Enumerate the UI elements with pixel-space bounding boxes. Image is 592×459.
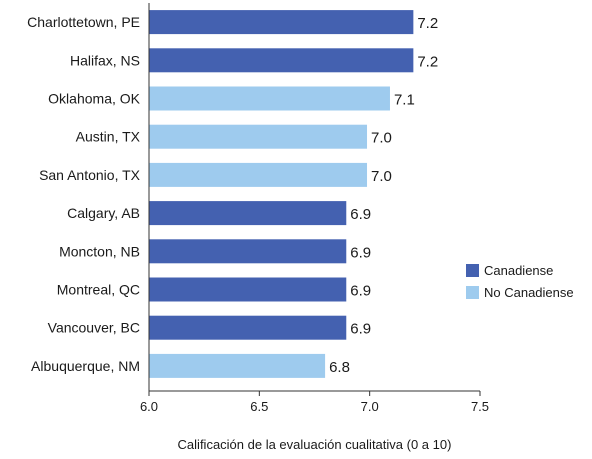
legend-swatch-0	[466, 264, 479, 277]
category-label: Halifax, NS	[70, 52, 140, 68]
bar-9	[149, 353, 326, 378]
category-label: Calgary, AB	[67, 205, 140, 221]
x-tick-label: 7.0	[361, 399, 379, 414]
bar-3	[149, 124, 368, 149]
bar-0	[149, 10, 414, 35]
x-tick-label: 7.5	[471, 399, 489, 414]
category-label: Moncton, NB	[59, 243, 140, 259]
bar-7	[149, 277, 347, 302]
value-label: 6.9	[350, 244, 371, 261]
bar-2	[149, 86, 390, 111]
x-axis-title: Calificación de la evaluación cualitativ…	[178, 437, 452, 452]
category-label: Austin, TX	[76, 129, 141, 145]
category-label: Montreal, QC	[57, 282, 140, 298]
value-labels: 7.2 7.2 7.1 7.0 7.0 6.9 6.9 6.9 6.9 6.8	[329, 15, 438, 376]
bar-5	[149, 201, 347, 226]
value-label: 7.1	[394, 92, 415, 109]
value-label: 6.9	[350, 321, 371, 338]
legend: Canadiense No Canadiense	[466, 263, 574, 300]
bar-4	[149, 162, 368, 187]
category-label: Oklahoma, OK	[48, 91, 140, 107]
bars-group	[149, 10, 414, 378]
value-label: 6.9	[350, 283, 371, 300]
value-label: 7.2	[417, 15, 438, 32]
legend-label: Canadiense	[484, 263, 553, 278]
x-tick-label: 6.0	[140, 399, 158, 414]
category-label: San Antonio, TX	[39, 167, 141, 183]
category-label: Charlottetown, PE	[27, 14, 140, 30]
bar-8	[149, 315, 347, 340]
category-label: Albuquerque, NM	[31, 358, 140, 374]
legend-label: No Canadiense	[484, 285, 574, 300]
value-label: 7.0	[371, 130, 392, 147]
value-label: 7.0	[371, 168, 392, 185]
x-tick-label: 6.5	[250, 399, 268, 414]
bar-6	[149, 239, 347, 264]
value-label: 6.8	[329, 359, 350, 376]
x-ticks: 6.0 6.5 7.0 7.5	[140, 391, 489, 414]
value-label: 6.9	[350, 206, 371, 223]
bar-1	[149, 48, 414, 73]
legend-swatch-1	[466, 286, 479, 299]
value-label: 7.2	[417, 53, 438, 70]
category-labels: Charlottetown, PE Halifax, NS Oklahoma, OK…	[27, 14, 141, 374]
category-label: Vancouver, BC	[48, 320, 140, 336]
